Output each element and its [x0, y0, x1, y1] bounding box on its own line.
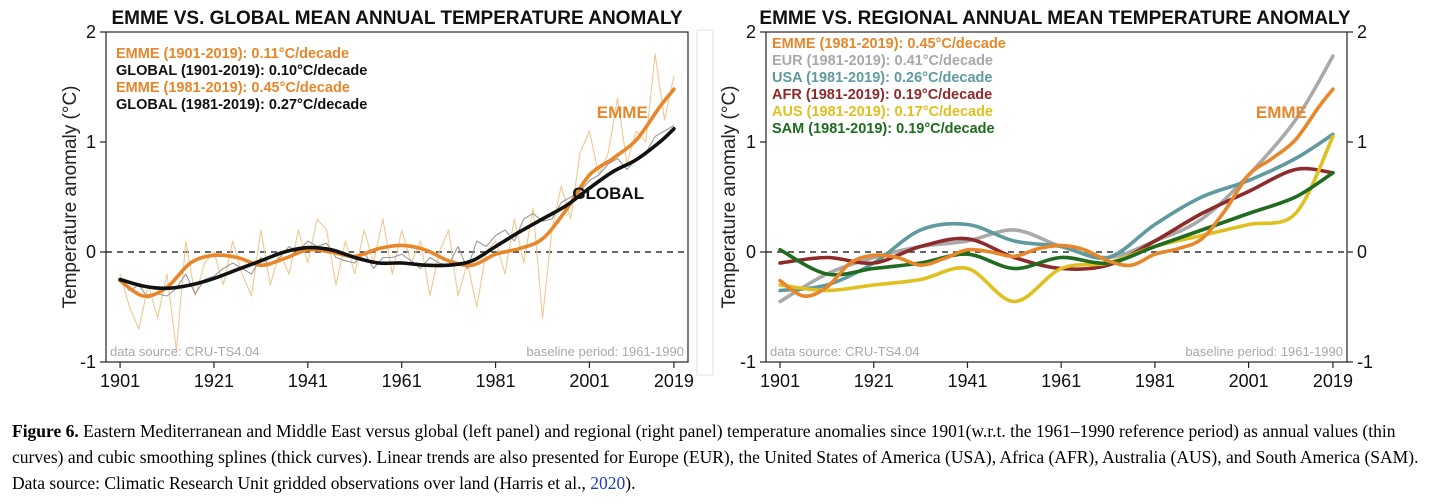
series-smooth-afr — [780, 169, 1333, 270]
x-tick-label: 1981 — [476, 371, 516, 391]
legend-entry: GLOBAL (1901-2019): 0.10°C/decade — [116, 63, 367, 79]
y-tick-label-right: 0 — [1357, 242, 1367, 262]
y-tick-label: 1 — [746, 132, 756, 152]
chart-panel-2: EMME VS. REGIONAL ANNUAL MEAN TEMPERATUR… — [719, 8, 1373, 391]
legend-entry: EMME (1981-2019): 0.45°C/decade — [772, 36, 1006, 52]
data-source-note: data source: CRU-TS4.04 — [770, 344, 920, 359]
legend-entry: USA (1981-2019): 0.26°C/decade — [772, 70, 992, 86]
x-tick-label: 2019 — [654, 371, 694, 391]
series-smooth-global — [120, 129, 674, 289]
caption-label: Figure 6. — [12, 421, 79, 441]
series-annotation-emme: EMME — [1256, 103, 1307, 122]
chart-panel-1: EMME VS. GLOBAL MEAN ANNUAL TEMPERATURE … — [60, 8, 694, 391]
legend-entry: EUR (1981-2019): 0.41°C/decade — [772, 53, 993, 69]
x-tick-label: 1981 — [1135, 371, 1175, 391]
y-tick-label: 1 — [86, 132, 96, 152]
y-tick-label-right: -1 — [1357, 352, 1373, 372]
caption-text: Eastern Mediterranean and Middle East ve… — [12, 421, 1418, 493]
x-tick-label: 2001 — [569, 371, 609, 391]
y-axis-label: Temperature anomaly (°C) — [60, 85, 81, 308]
chart-title: EMME VS. REGIONAL ANNUAL MEAN TEMPERATUR… — [759, 8, 1350, 29]
x-tick-label: 1901 — [760, 371, 800, 391]
y-tick-label: 0 — [746, 242, 756, 262]
y-tick-label-right: 2 — [1357, 22, 1367, 42]
baseline-note: baseline period: 1961-1990 — [1185, 344, 1343, 359]
y-tick-label: 0 — [86, 242, 96, 262]
y-tick-label-right: 1 — [1357, 132, 1367, 152]
chart-title: EMME VS. GLOBAL MEAN ANNUAL TEMPERATURE … — [111, 8, 682, 29]
x-tick-label: 1941 — [947, 371, 987, 391]
y-tick-label: -1 — [740, 352, 756, 372]
x-tick-label: 1961 — [382, 371, 422, 391]
panel-separator — [697, 30, 713, 375]
y-tick-label: 2 — [746, 22, 756, 42]
legend-entry: AFR (1981-2019): 0.19°C/decade — [772, 87, 992, 103]
figure: EMME VS. GLOBAL MEAN ANNUAL TEMPERATURE … — [0, 0, 1441, 400]
y-axis-label: Temperature anomaly (°C) — [719, 85, 740, 308]
x-tick-label: 1901 — [100, 371, 140, 391]
baseline-note: baseline period: 1961-1990 — [526, 344, 684, 359]
x-tick-label: 1941 — [288, 371, 328, 391]
x-tick-label: 1921 — [854, 371, 894, 391]
x-tick-label: 2019 — [1313, 371, 1353, 391]
y-tick-label: 2 — [86, 22, 96, 42]
series-annual-global — [120, 126, 674, 299]
x-tick-label: 2001 — [1229, 371, 1269, 391]
legend-entry: GLOBAL (1981-2019): 0.27°C/decade — [116, 97, 367, 113]
data-source-note: data source: CRU-TS4.04 — [110, 344, 260, 359]
series-annotation-global: GLOBAL — [572, 184, 644, 203]
caption-citation-link[interactable]: 2020 — [590, 473, 625, 493]
series-annotation-emme: EMME — [597, 103, 648, 122]
caption-tail: ). — [625, 473, 635, 493]
legend-entry: EMME (1981-2019): 0.45°C/decade — [116, 80, 350, 96]
legend-entry: SAM (1981-2019): 0.19°C/decade — [772, 121, 995, 137]
x-tick-label: 1921 — [194, 371, 234, 391]
x-tick-label: 1961 — [1041, 371, 1081, 391]
y-tick-label: -1 — [80, 352, 96, 372]
legend-entry: EMME (1901-2019): 0.11°C/decade — [116, 46, 349, 62]
legend-entry: AUS (1981-2019): 0.17°C/decade — [772, 104, 993, 120]
series-smooth-aus — [780, 137, 1333, 302]
figure-caption: Figure 6. Eastern Mediterranean and Midd… — [12, 418, 1432, 496]
